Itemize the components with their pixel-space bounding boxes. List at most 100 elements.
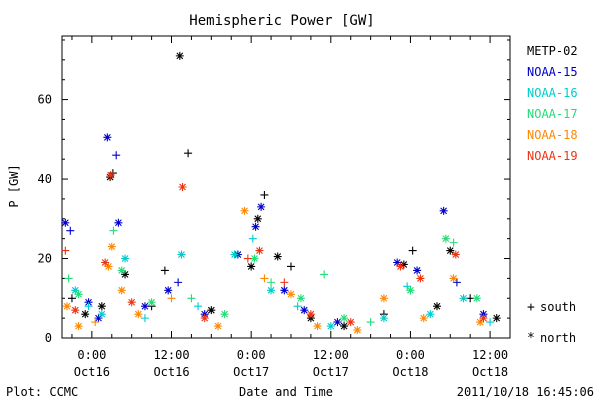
data-point-noaa-18-north — [107, 242, 116, 251]
data-point-noaa-16-south — [293, 302, 302, 311]
data-point-metp-02-south — [286, 262, 295, 271]
data-point-noaa-16-south — [194, 302, 203, 311]
data-point-noaa-17-south — [366, 318, 375, 327]
data-point-noaa-19-south — [280, 278, 289, 287]
data-point-noaa-19-north — [71, 306, 80, 315]
footer-plot-credit: Plot: CCMC — [6, 385, 78, 399]
data-point-noaa-17-north — [441, 234, 450, 243]
data-point-noaa-17-south — [449, 238, 458, 247]
data-point-noaa-17-south — [187, 294, 196, 303]
data-point-metp-02-north — [106, 173, 115, 182]
data-point-noaa-18-south — [167, 294, 176, 303]
data-point-noaa-15-south — [112, 151, 121, 160]
data-point-noaa-18-north — [74, 322, 83, 331]
data-point-metp-02-south — [67, 294, 76, 303]
data-point-noaa-19-north — [255, 246, 264, 255]
chart-title: Hemispheric Power [GW] — [189, 13, 374, 29]
data-point-noaa-17-south — [320, 270, 329, 279]
data-point-noaa-18-north — [353, 326, 362, 335]
data-point-metp-02-north — [247, 262, 256, 271]
y-tick-label: 20 — [38, 252, 52, 266]
data-point-metp-02-north — [97, 302, 106, 311]
data-point-metp-02-north — [253, 214, 262, 223]
data-point-noaa-18-north — [379, 294, 388, 303]
data-point-noaa-18-north — [313, 322, 322, 331]
data-point-metp-02-north — [121, 270, 130, 279]
data-point-noaa-16-north — [71, 286, 80, 295]
data-point-noaa-16-north — [459, 294, 468, 303]
y-tick-label: 40 — [38, 172, 52, 186]
data-point-noaa-16-north — [326, 322, 335, 331]
data-point-noaa-19-north — [479, 314, 488, 323]
x-tick-label-date: Oct18 — [392, 365, 428, 379]
marker-legend-south-label: south — [540, 300, 576, 314]
data-point-noaa-16-north — [426, 310, 435, 319]
data-point-noaa-15-north — [280, 286, 289, 295]
data-point-noaa-19-north — [200, 314, 209, 323]
data-point-noaa-15-north — [257, 202, 266, 211]
data-point-noaa-15-north — [140, 302, 149, 311]
plot-frame — [61, 35, 511, 339]
legend-item-noaa-18: NOAA-18 — [527, 128, 578, 142]
data-point-metp-02-south — [160, 266, 169, 275]
data-point-noaa-18-north — [286, 290, 295, 299]
data-point-noaa-15-north — [251, 222, 260, 231]
marker-legend-north-symbol: * — [527, 331, 535, 346]
data-point-noaa-16-north — [97, 310, 106, 319]
data-point-noaa-15-north — [61, 218, 70, 227]
x-tick-label-time: 12:00 — [472, 348, 508, 362]
data-point-noaa-17-south — [109, 226, 118, 235]
data-point-metp-02-north — [207, 306, 216, 315]
data-point-noaa-17-north — [250, 254, 259, 263]
data-point-noaa-16-north — [177, 250, 186, 259]
data-point-noaa-17-south — [64, 274, 73, 283]
marker-legend: + south * north — [527, 300, 576, 346]
data-point-metp-02-north — [175, 51, 184, 60]
x-tick-label-time: 12:00 — [313, 348, 349, 362]
marker-legend-north-label: north — [540, 331, 576, 345]
x-tick-label-date: Oct18 — [472, 365, 508, 379]
data-point-noaa-16-north — [267, 286, 276, 295]
x-tick-label-date: Oct17 — [313, 365, 349, 379]
legend-item-metp-02: METP-02 — [527, 44, 578, 58]
data-point-noaa-17-north — [74, 290, 83, 299]
data-point-noaa-17-north — [147, 298, 156, 307]
data-point-noaa-19-north — [451, 250, 460, 259]
data-point-noaa-19-north — [178, 183, 187, 191]
data-point-metp-02-north — [446, 246, 455, 255]
marker-legend-south-symbol: + — [527, 300, 535, 315]
data-point-noaa-18-north — [117, 286, 126, 295]
x-tick-label-time: 12:00 — [153, 348, 189, 362]
data-point-noaa-19-south — [243, 254, 252, 263]
data-point-noaa-15-north — [94, 314, 103, 323]
data-point-noaa-15-north — [103, 133, 112, 142]
data-point-noaa-17-north — [117, 266, 126, 275]
data-point-noaa-17-north — [406, 286, 415, 295]
data-point-noaa-18-north — [134, 310, 143, 319]
data-point-noaa-16-north — [379, 314, 388, 323]
data-point-noaa-18-north — [213, 322, 222, 331]
data-point-metp-02-north — [432, 302, 441, 311]
data-point-noaa-19-north — [346, 318, 355, 327]
data-point-noaa-18-north — [240, 206, 249, 215]
data-point-noaa-15-south — [452, 278, 461, 287]
legend-item-noaa-16: NOAA-16 — [527, 86, 578, 100]
data-point-noaa-15-south — [174, 278, 183, 287]
data-point-noaa-16-north — [121, 254, 130, 263]
data-point-metp-02-south — [408, 246, 417, 255]
data-point-noaa-17-north — [220, 310, 229, 319]
y-axis-ticks: 0 20 40 60 — [38, 39, 510, 345]
data-point-noaa-15-north — [393, 258, 402, 267]
data-point-metp-02-north — [399, 260, 408, 269]
y-axis-label: P [GW] — [7, 164, 21, 207]
data-point-noaa-18-north — [449, 274, 458, 283]
x-tick-label-date: Oct16 — [74, 365, 110, 379]
data-point-noaa-19-north — [306, 310, 315, 319]
data-point-noaa-19-north — [127, 298, 136, 307]
data-point-noaa-19-north — [101, 258, 110, 267]
data-point-noaa-17-south — [267, 278, 276, 287]
data-point-noaa-19-north — [106, 171, 115, 180]
data-point-noaa-18-south — [260, 274, 269, 283]
data-point-noaa-18-north — [476, 318, 485, 327]
data-point-metp-02-south — [260, 190, 269, 199]
